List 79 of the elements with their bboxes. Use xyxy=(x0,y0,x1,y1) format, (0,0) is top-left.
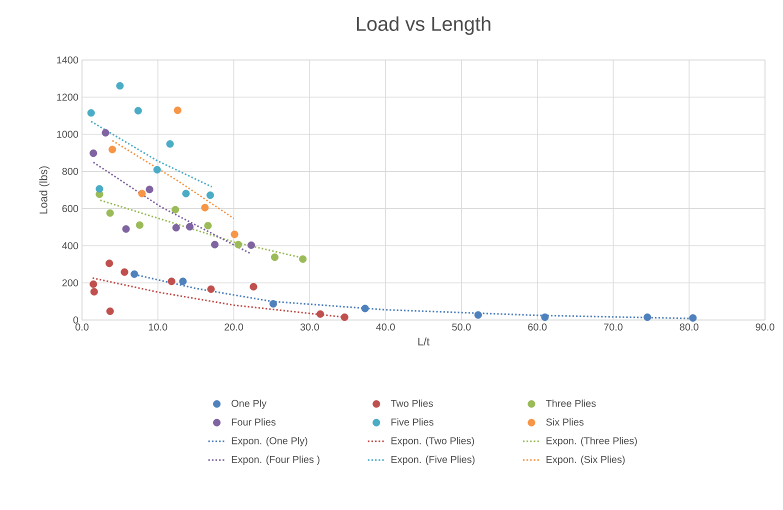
point xyxy=(120,268,128,276)
point xyxy=(116,82,124,90)
legend-label: Expon. (Five Plies) xyxy=(391,456,475,465)
point xyxy=(230,230,238,238)
point xyxy=(106,307,114,316)
legend-label: Three Plies xyxy=(546,400,596,407)
x-tick-label: 40.0 xyxy=(376,324,395,331)
chart-title: Load vs Length xyxy=(357,16,490,35)
point xyxy=(270,253,279,262)
point xyxy=(96,185,104,193)
point xyxy=(361,304,369,312)
point xyxy=(136,221,144,229)
x-axis-title: L/t xyxy=(418,337,430,346)
legend-label: Expon. (Six Plies) xyxy=(546,456,625,465)
point xyxy=(108,146,116,154)
legend-label: Four Plies xyxy=(232,418,276,426)
y-tick-label: 400 xyxy=(62,242,78,250)
point xyxy=(269,300,278,308)
x-tick-label: 0.0 xyxy=(75,324,89,331)
x-tick-label: 80.0 xyxy=(680,324,698,331)
point xyxy=(250,282,258,291)
point xyxy=(102,129,110,137)
point xyxy=(122,225,130,233)
y-tick-label: 200 xyxy=(62,279,78,286)
point xyxy=(207,285,215,293)
legend-label: Five Plies xyxy=(391,418,434,426)
y-tick-label: 1000 xyxy=(57,130,78,138)
point xyxy=(179,278,187,286)
point xyxy=(689,314,697,322)
legend-label: Expon. (Four Plies ) xyxy=(232,456,320,465)
legend-label: Six Plies xyxy=(546,418,584,426)
y-tick-label: 0 xyxy=(73,316,78,324)
point xyxy=(87,109,95,117)
point xyxy=(541,313,549,321)
x-tick-label: 30.0 xyxy=(300,324,319,331)
legend-label: Expon. (One Ply) xyxy=(232,436,308,446)
legend-label: One Ply xyxy=(232,400,267,409)
point xyxy=(201,204,209,212)
x-tick-label: 70.0 xyxy=(604,324,623,331)
point xyxy=(206,191,214,199)
x-tick-label: 60.0 xyxy=(528,324,547,331)
y-axis-title: Load (lbs) xyxy=(39,166,50,214)
point xyxy=(138,190,146,198)
point xyxy=(247,241,256,249)
point xyxy=(474,311,482,319)
point xyxy=(90,288,98,296)
legend-label: Expon. (Two Plies) xyxy=(391,436,474,446)
point xyxy=(146,186,154,194)
x-tick-label: 10.0 xyxy=(148,324,168,331)
point xyxy=(153,166,161,174)
point xyxy=(211,240,219,248)
x-tick-label: 90.0 xyxy=(756,324,774,331)
point xyxy=(90,149,98,158)
point xyxy=(134,106,142,114)
x-tick-label: 20.0 xyxy=(224,324,244,331)
y-tick-label: 800 xyxy=(62,168,78,175)
point xyxy=(106,209,114,217)
point xyxy=(182,190,190,198)
point xyxy=(299,255,307,263)
point xyxy=(130,270,138,278)
point xyxy=(204,222,212,230)
point xyxy=(90,280,98,288)
point xyxy=(174,106,182,114)
point xyxy=(166,140,174,148)
point xyxy=(172,224,180,232)
point xyxy=(186,222,194,231)
y-tick-label: 1200 xyxy=(57,94,78,101)
point xyxy=(234,240,242,248)
point xyxy=(106,260,114,268)
point xyxy=(316,310,324,318)
point xyxy=(340,313,348,321)
y-tick-label: 600 xyxy=(62,205,78,212)
legend-label: Expon. (Three Plies) xyxy=(546,436,637,446)
point xyxy=(168,278,176,286)
x-tick-label: 50.0 xyxy=(452,324,471,331)
legend-label: Two Plies xyxy=(390,400,433,407)
point xyxy=(644,313,652,321)
y-tick-label: 1400 xyxy=(57,56,78,64)
point xyxy=(172,206,180,214)
